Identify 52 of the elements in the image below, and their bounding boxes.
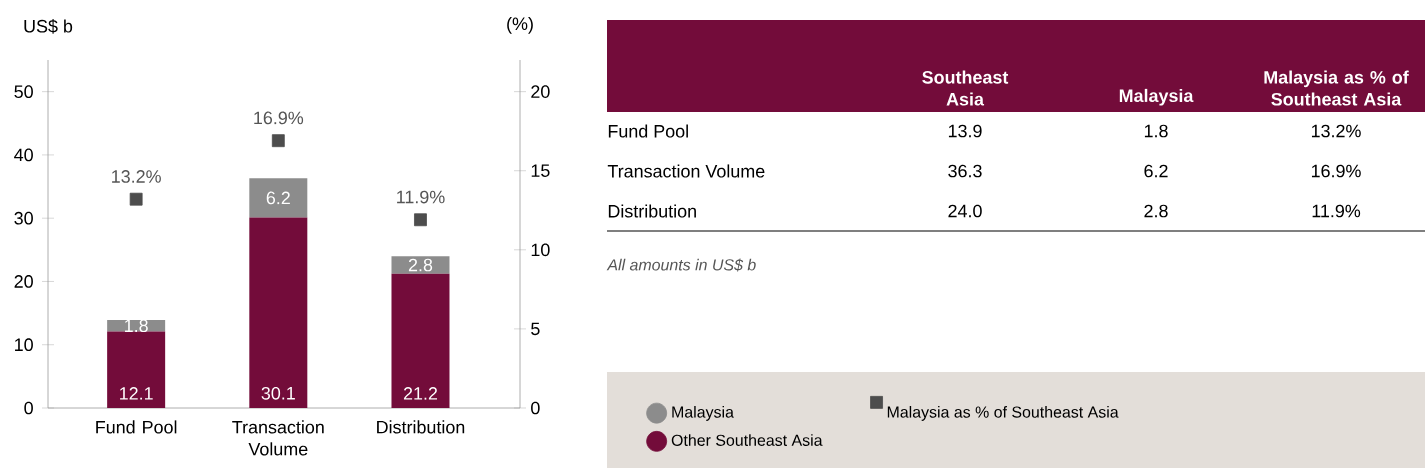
point <box>129 192 143 206</box>
y2-axis-title: (%) <box>507 16 533 34</box>
text: 13.9 <box>948 124 982 138</box>
text: 24.0 <box>948 204 982 218</box>
bar <box>391 256 450 274</box>
y2-tick-label: 10 <box>531 243 550 257</box>
y2-tick-label: 20 <box>531 85 550 98</box>
y-tick-label: 20 <box>14 275 33 288</box>
y-tick-label: 50 <box>14 85 33 99</box>
text: All amounts in US$ b <box>606 258 756 272</box>
text: 13.2% <box>1311 124 1361 138</box>
point <box>414 213 427 227</box>
text: 11.9% <box>1312 204 1361 218</box>
y-tick-label: 0 <box>24 401 33 415</box>
text: 6.2 <box>1144 164 1168 178</box>
data-label: 13.2% <box>112 170 161 183</box>
bar <box>107 331 166 408</box>
y-tick-label: 10 <box>15 338 33 352</box>
data-label: 11.9% <box>397 190 445 204</box>
y2-tick-label: 0 <box>531 401 540 415</box>
data-label: 6.2 <box>266 191 290 205</box>
legend-label: Malaysia <box>672 406 734 421</box>
text: 36.3 <box>948 164 982 178</box>
data-label: 12.1 <box>120 387 153 400</box>
x-tick-label: Transaction Volume <box>232 420 324 456</box>
data-label: 2.8 <box>408 258 433 272</box>
legend-label: Other Southeast Asia <box>671 434 823 446</box>
legend-label: Malaysia as % of Southeast Asia <box>887 406 1119 421</box>
category-label: Malaysia as % of Southeast Asia <box>1264 70 1409 106</box>
data-label: 21.2 <box>403 387 438 400</box>
data-label: 16.9% <box>254 111 304 125</box>
bar <box>249 217 308 408</box>
data-label: 1.8 <box>125 319 148 333</box>
x-tick-label: Fund Pool <box>96 420 177 434</box>
category-label: Distribution <box>608 204 696 218</box>
category-label: Fund Pool <box>608 124 688 138</box>
text: 16.9% <box>1311 164 1361 178</box>
category-label: Transaction Volume <box>607 164 765 178</box>
y-tick-label: 30 <box>14 211 33 225</box>
category-label: Malaysia <box>1119 88 1194 106</box>
x-tick-label: Distribution <box>377 420 465 434</box>
category-label: Southeast Asia <box>922 70 1009 106</box>
bar <box>391 273 450 408</box>
point <box>271 134 285 148</box>
data-label: 30.1 <box>261 386 295 400</box>
y-tick-label: 40 <box>14 148 33 162</box>
y2-tick-label: 15 <box>531 164 550 177</box>
y2-tick-label: 5 <box>531 322 540 336</box>
bar <box>249 178 308 218</box>
text: 2.8 <box>1144 204 1168 218</box>
y-axis-title: US$ b <box>24 19 73 34</box>
text: 1.8 <box>1144 124 1168 138</box>
